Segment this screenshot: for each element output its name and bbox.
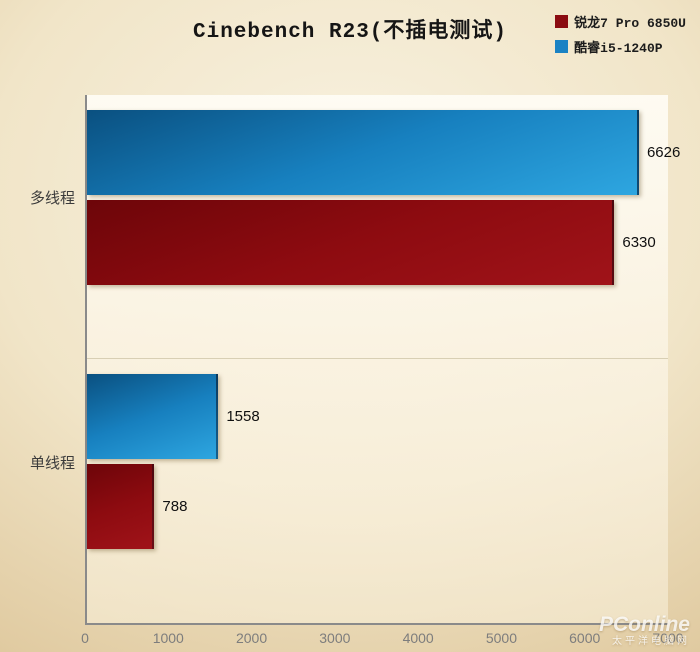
chart-title: Cinebench R23(不插电测试) bbox=[192, 21, 508, 44]
bar-group: 1558 788 bbox=[87, 359, 668, 623]
bar-chart: 多线程单线程 6626 6330 1558 788 bbox=[0, 95, 680, 625]
y-axis-label: 单线程 bbox=[29, 455, 75, 472]
bar-ryzen7-pro-6850u bbox=[87, 464, 155, 549]
bar-row: 1558 bbox=[87, 374, 668, 459]
x-tick: 1000 bbox=[152, 630, 184, 646]
x-tick: 7000 bbox=[652, 630, 684, 646]
y-axis-labels: 多线程 单线程 bbox=[0, 95, 85, 625]
legend-label: 酷睿i5-1240P bbox=[574, 41, 663, 56]
x-tick: 2000 bbox=[235, 630, 268, 646]
x-tick: 3000 bbox=[319, 630, 351, 646]
bar-row: 6330 bbox=[87, 200, 668, 285]
bar-core-i5-1240p bbox=[87, 110, 639, 195]
plot-area: 6626 6330 1558 788 bbox=[85, 95, 680, 625]
bar-row: 788 bbox=[87, 464, 668, 549]
value-label: 6330 bbox=[622, 234, 656, 251]
x-tick: 0 bbox=[81, 630, 89, 646]
legend-swatch-core-i5-1240p bbox=[555, 40, 569, 53]
y-axis-label: 多线程 bbox=[29, 190, 75, 207]
legend-swatch-ryzen7-pro-6850u bbox=[555, 15, 569, 28]
bar-row: 6626 bbox=[87, 110, 680, 195]
x-tick: 5000 bbox=[485, 630, 517, 646]
x-axis: 0 1000 2000 3000 4000 5000 6000 7000 bbox=[81, 630, 683, 650]
legend-item-ryzen7-pro-6850u: 锐龙7 Pro 6850U bbox=[555, 12, 686, 31]
legend-label: 锐龙7 Pro 6850U bbox=[574, 16, 686, 31]
value-label: 1558 bbox=[226, 408, 260, 425]
bar-ryzen7-pro-6850u bbox=[87, 200, 615, 285]
legend: 锐龙7 Pro 6850U 酷睿i5-1240P bbox=[555, 12, 686, 56]
x-tick: 6000 bbox=[569, 630, 601, 646]
x-tick: 4000 bbox=[402, 630, 434, 646]
bar-core-i5-1240p bbox=[87, 374, 219, 459]
value-label: 788 bbox=[162, 498, 188, 515]
bar-group: 6626 6330 bbox=[87, 95, 680, 359]
legend-item-core-i5-1240p: 酷睿i5-1240P bbox=[555, 37, 686, 56]
value-label: 6626 bbox=[646, 144, 681, 161]
